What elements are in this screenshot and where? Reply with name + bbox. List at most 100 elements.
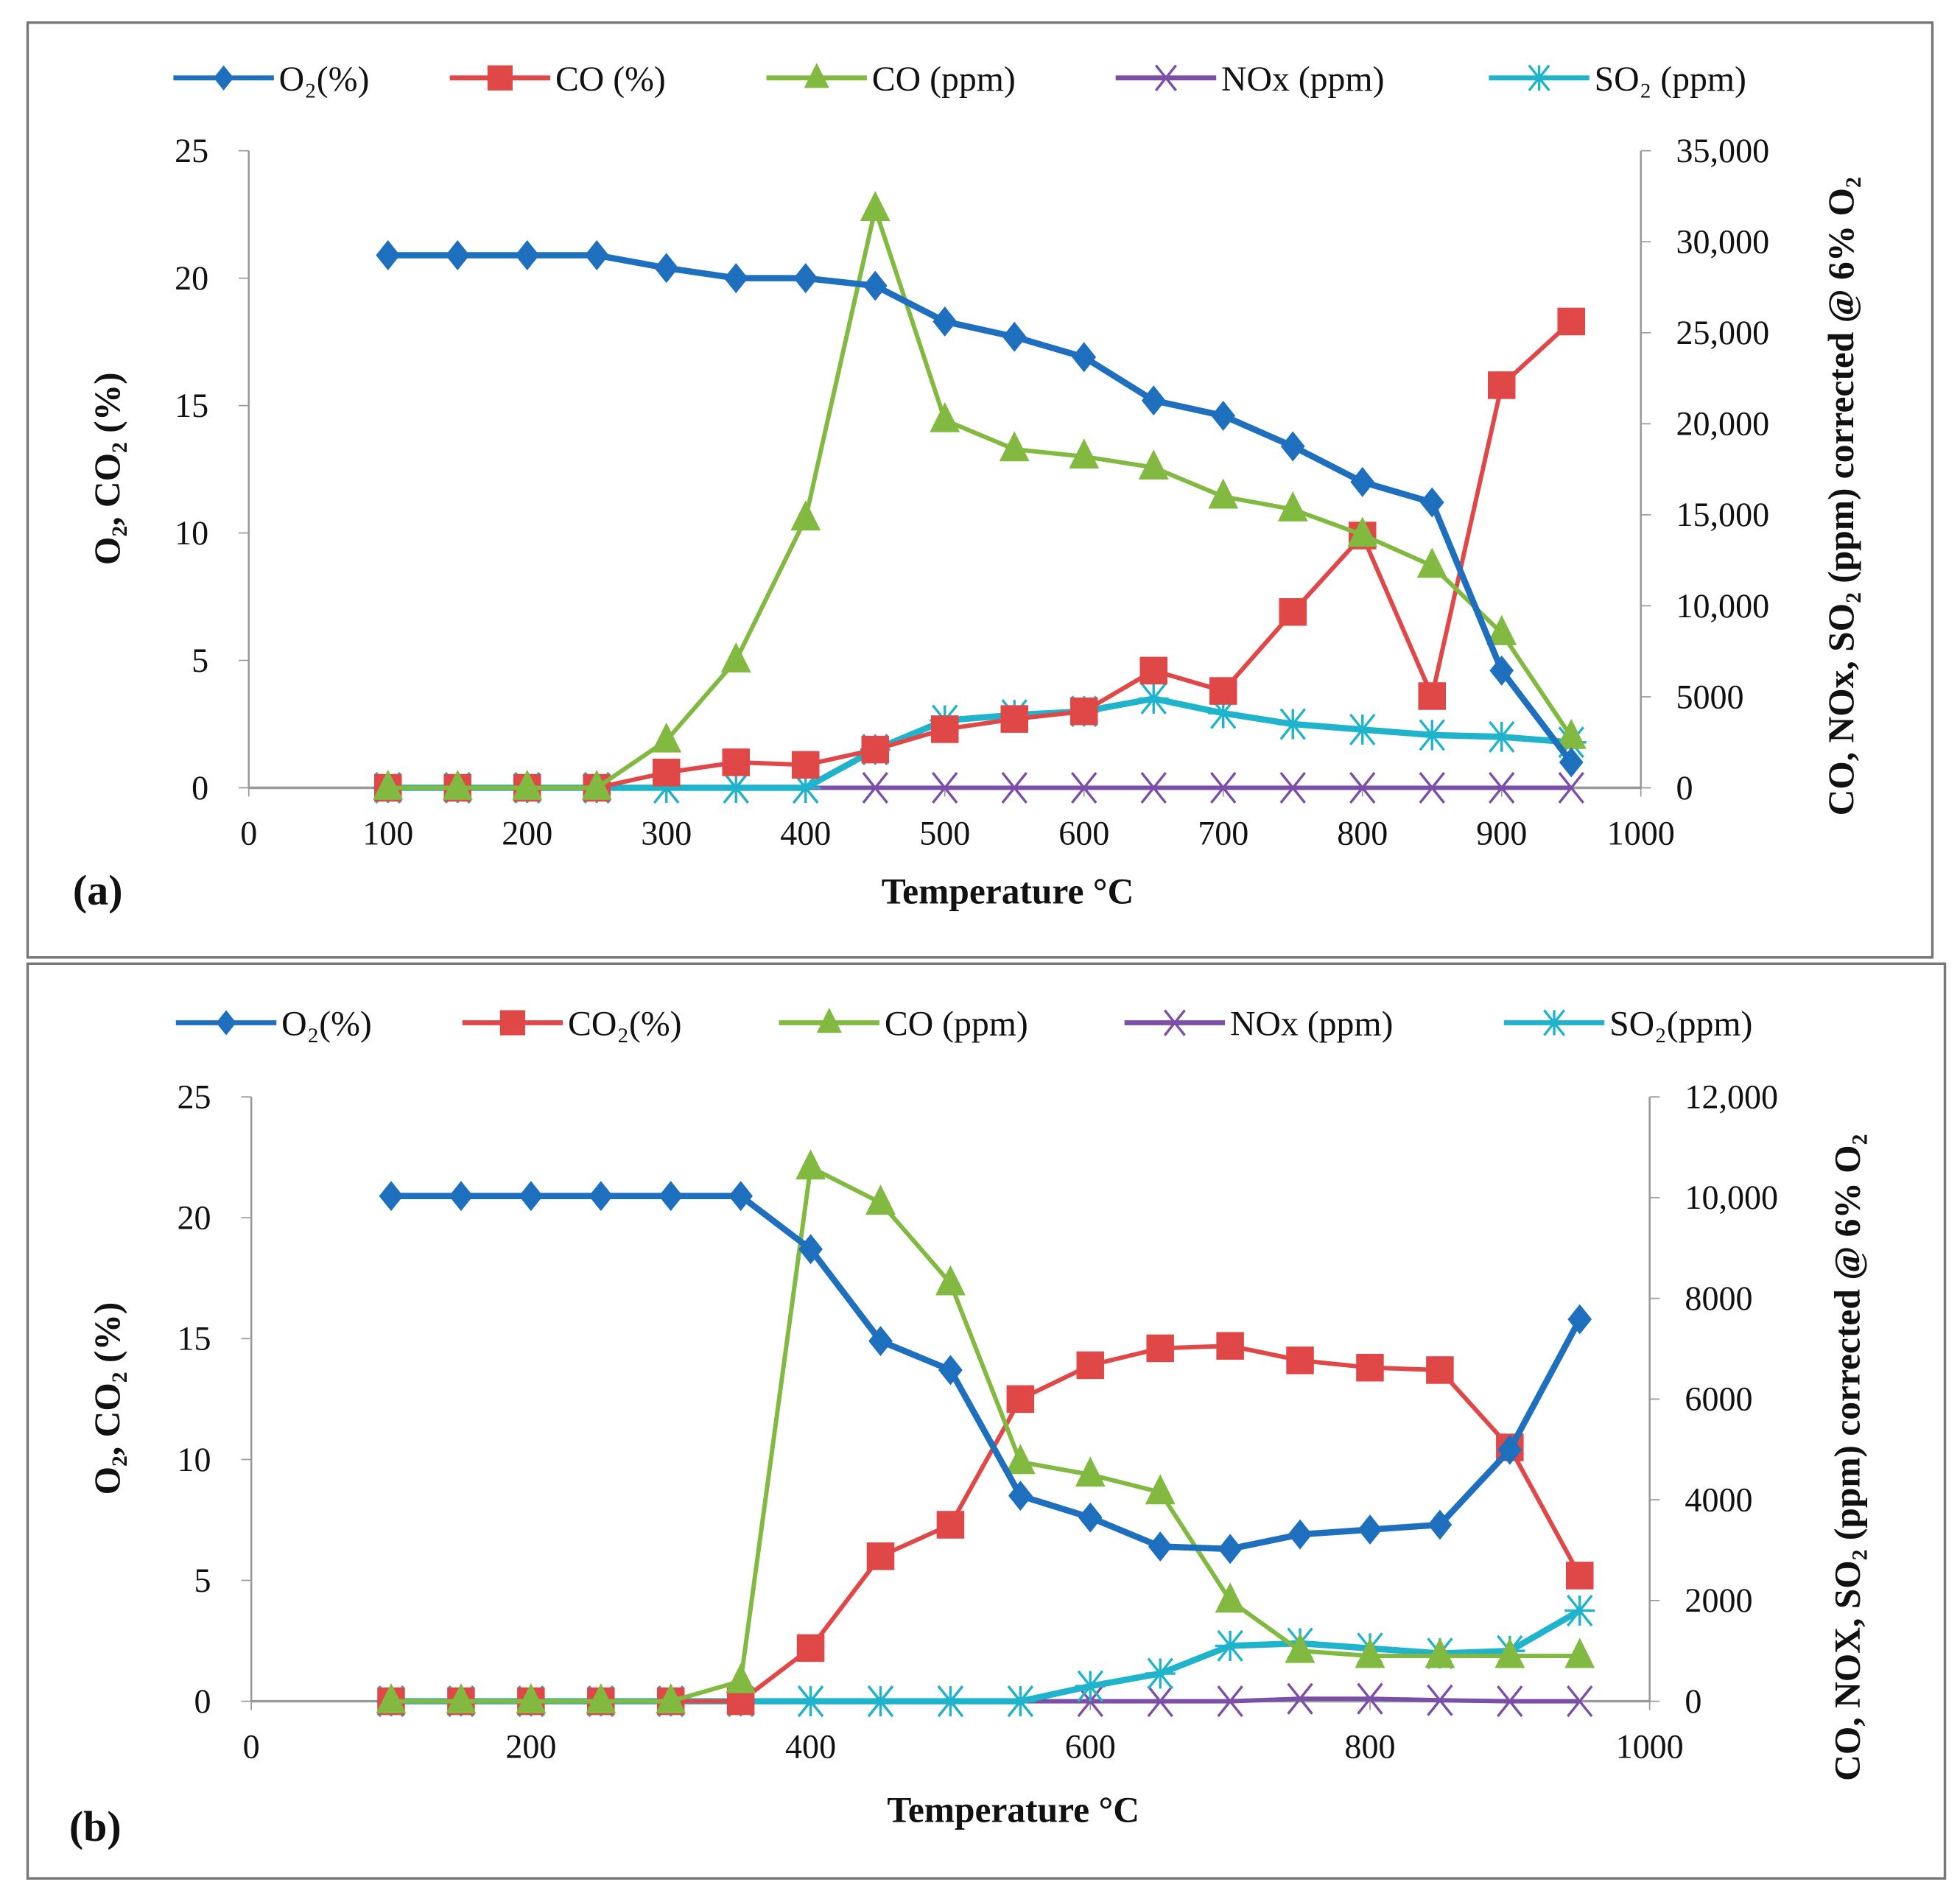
data-point-CO <box>1285 1632 1316 1663</box>
data-point-SO2 <box>1564 1595 1595 1627</box>
x-tick-label: 100 <box>362 814 413 852</box>
x-tick-label: 300 <box>641 814 692 852</box>
data-point-NOx <box>1217 1685 1243 1718</box>
data-point-NOx <box>1210 771 1237 804</box>
data-point-CO2 <box>1216 1332 1244 1360</box>
legend-item-CO2: CO₂(%) <box>462 1005 682 1044</box>
y2-tick-label: 5000 <box>1676 678 1743 715</box>
data-point-SO2-path <box>1208 697 1239 729</box>
y-tick-label: 5 <box>194 1562 211 1599</box>
data-point-O2 <box>449 1181 474 1212</box>
data-point-NOx-path <box>1357 1682 1383 1715</box>
x-tick-label: 500 <box>919 814 970 852</box>
data-point-O2 <box>515 240 540 270</box>
data-point-CO2 <box>930 715 959 743</box>
data-point-CO <box>1416 547 1447 578</box>
data-point-SO2 <box>720 771 751 804</box>
data-point-NOx-path <box>1077 1685 1103 1718</box>
data-point-NOx-path <box>1419 771 1445 804</box>
data-point-CO <box>1215 1582 1246 1613</box>
data-point-CO <box>373 769 404 800</box>
data-point-NOx-path <box>1497 1685 1523 1718</box>
x-tick-label: 800 <box>1337 814 1388 852</box>
data-point-CO2 <box>1000 705 1029 733</box>
data-point-NOx-path <box>1217 1685 1243 1718</box>
data-point-SO2 <box>1145 1657 1176 1690</box>
legend-marker-SO2 <box>1526 64 1552 91</box>
x-tick-label: 600 <box>1065 1727 1116 1765</box>
data-point-SO2 <box>865 1685 896 1718</box>
data-point-CO2 <box>1069 697 1098 726</box>
data-point-CO <box>442 769 473 800</box>
data-point-O2 <box>868 1326 893 1357</box>
data-point-O2 <box>1357 1514 1383 1545</box>
data-point-CO <box>1355 1637 1385 1668</box>
legend-label: CO₂(%) <box>568 1005 682 1044</box>
data-point-CO <box>1425 1637 1455 1668</box>
y-axis-title: O₂, CO₂ (%) <box>87 1302 127 1495</box>
data-point-SO2 <box>1138 682 1169 714</box>
y-tick-label: 10 <box>175 514 208 552</box>
data-point-CO <box>651 722 682 753</box>
data-point-O2 <box>1211 400 1236 431</box>
y2-axis-title: CO, NOX, SO₂ (ppm) corrected @ 6% O₂ <box>1827 1134 1868 1781</box>
series-line-CO <box>387 200 1573 790</box>
data-point-SO2-path <box>1416 719 1447 751</box>
data-point-CO2 <box>1006 1385 1035 1414</box>
legend-marker-NOx <box>1154 64 1177 91</box>
legend-marker-NOx <box>1163 1009 1186 1036</box>
x-axis-title: Temperature °C <box>882 871 1134 911</box>
y2-tick-label: 20,000 <box>1676 405 1769 443</box>
data-point-O2 <box>589 1181 614 1212</box>
data-point-CO2 <box>652 758 681 787</box>
x-tick-label: 0 <box>240 814 257 852</box>
data-point-CO <box>376 1683 407 1713</box>
data-point-CO <box>1138 449 1169 480</box>
x-tick-label: 200 <box>505 1727 556 1765</box>
data-point-SO2 <box>1005 1685 1036 1718</box>
data-point-SO2-path <box>651 771 682 804</box>
x-tick-label: 0 <box>243 1727 260 1765</box>
data-point-O2 <box>1567 1304 1592 1335</box>
data-point-NOx <box>862 771 888 804</box>
legend-item-O2: O₂(%) <box>173 60 369 99</box>
y-tick-label: 15 <box>175 387 208 424</box>
data-point-O2 <box>798 1234 823 1265</box>
data-point-O2 <box>1148 1531 1173 1562</box>
data-point-NOx-path <box>1140 771 1167 804</box>
data-point-NOx <box>1001 771 1028 804</box>
data-point-NOx-path <box>1489 771 1515 804</box>
data-point-NOx <box>1419 771 1445 804</box>
data-point-SO2 <box>1208 697 1239 729</box>
data-point-CO <box>1347 516 1378 547</box>
y-tick-label: 20 <box>175 259 208 297</box>
data-point-NOx <box>932 771 958 804</box>
data-point-SO2 <box>790 771 821 804</box>
data-point-CO <box>860 191 891 222</box>
data-point-SO2-path <box>790 771 821 804</box>
data-point-NOx-path <box>1567 1685 1593 1718</box>
data-point-CO2 <box>722 748 751 776</box>
panel-label: (a) <box>73 866 123 914</box>
data-point-SO2-path <box>935 1685 966 1718</box>
data-point-CO2 <box>866 1542 895 1570</box>
data-point-CO <box>865 1184 896 1215</box>
data-point-O2 <box>1002 321 1027 352</box>
data-point-NOx <box>1279 771 1306 804</box>
legend-item-CO2: CO (%) <box>449 60 666 99</box>
series-O2 <box>379 1181 1592 1565</box>
data-point-NOx-path <box>1279 771 1306 804</box>
data-point-NOx-path <box>1147 1685 1173 1718</box>
data-point-NOx <box>1147 1685 1173 1718</box>
data-point-CO2 <box>861 735 890 764</box>
data-point-O2 <box>793 263 818 294</box>
data-point-SO2-path <box>795 1685 826 1718</box>
legend-item-NOx: NOx (ppm) <box>1115 60 1384 99</box>
data-point-O2 <box>1218 1534 1243 1565</box>
data-point-CO <box>516 1683 547 1713</box>
data-point-SO2 <box>651 771 682 804</box>
y2-tick-label: 2000 <box>1685 1581 1752 1619</box>
panel-label: (b) <box>69 1802 122 1850</box>
data-point-NOx <box>1140 771 1167 804</box>
